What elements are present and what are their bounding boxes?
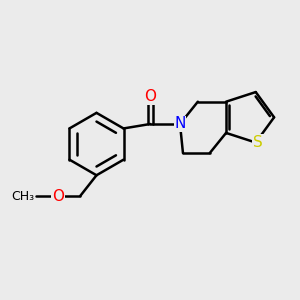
Text: CH₃: CH₃ bbox=[11, 190, 34, 202]
Text: O: O bbox=[52, 189, 64, 204]
Text: N: N bbox=[174, 116, 186, 131]
Text: O: O bbox=[144, 89, 156, 104]
Text: S: S bbox=[253, 135, 263, 150]
Text: N: N bbox=[174, 116, 186, 131]
Text: O: O bbox=[144, 88, 156, 104]
